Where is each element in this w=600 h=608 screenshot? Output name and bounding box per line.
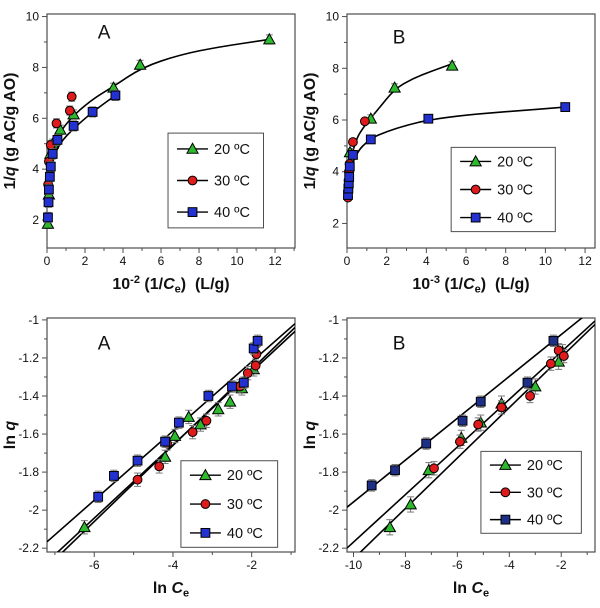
panel-bottom-right-lnq-B: -10 -8 -6 -4 -2 -1 -1.2 -1.4 -1.6 -1.8 -2 -2.2 20 ºC…	[300, 304, 600, 608]
svg-text:10: 10	[26, 10, 40, 24]
svg-text:20 ºC: 20 ºC	[527, 458, 563, 474]
svg-text:2: 2	[82, 254, 89, 268]
svg-text:-4: -4	[504, 558, 515, 572]
svg-text:30 ºC: 30 ºC	[227, 497, 263, 513]
chart-ln-q-vs-ln-ce-B: -10 -8 -6 -4 -2 -1 -1.2 -1.4 -1.6 -1.8 -2 -2.2 20 ºC…	[302, 313, 596, 600]
svg-text:A: A	[98, 23, 111, 44]
svg-text:10-3 (1/Ce) (L/g): 10-3 (1/Ce) (L/g)	[412, 274, 529, 296]
svg-text:0: 0	[44, 254, 51, 268]
svg-text:8: 8	[332, 61, 339, 75]
svg-text:-1: -1	[28, 313, 39, 327]
svg-text:4: 4	[120, 254, 127, 268]
svg-text:8: 8	[502, 254, 509, 268]
svg-text:40 ºC: 40 ºC	[227, 526, 263, 542]
svg-text:20 ºC: 20 ºC	[214, 142, 250, 158]
chart-ln-q-vs-ln-ce-A: -6 -4 -2 -1 -1.2 -1.4 -1.6 -1.8 -2 -2.2 20 ºC 30 ºC…	[2, 313, 296, 600]
svg-text:10: 10	[326, 10, 340, 24]
svg-text:-1.8: -1.8	[18, 465, 39, 479]
svg-text:8: 8	[32, 60, 39, 74]
svg-text:4: 4	[423, 254, 430, 268]
svg-text:4: 4	[332, 165, 339, 179]
svg-text:0: 0	[344, 254, 351, 268]
svg-text:B: B	[393, 27, 406, 48]
svg-text:4: 4	[32, 162, 39, 176]
svg-text:-1.6: -1.6	[318, 427, 339, 441]
svg-text:A: A	[98, 334, 111, 355]
svg-text:ln Ce: ln Ce	[153, 580, 189, 600]
panel-bottom-left-lnq-A: -6 -4 -2 -1 -1.2 -1.4 -1.6 -1.8 -2 -2.2 20 ºC 30 ºC…	[0, 304, 300, 608]
svg-text:-2: -2	[28, 503, 39, 517]
svg-text:ln Ce: ln Ce	[453, 580, 489, 600]
panel-top-left-reciprocal-A: 0 2 4 6 8 10 12 2 4 6 8 10 20 ºC 30 ºC 40 ºC A 10-2 (1/C…	[0, 0, 300, 304]
svg-text:1/q (g AC/g AO): 1/q (g AC/g AO)	[302, 72, 319, 189]
svg-text:10: 10	[539, 254, 553, 268]
svg-text:B: B	[393, 334, 406, 355]
svg-text:40 ºC: 40 ºC	[497, 211, 533, 227]
svg-text:2: 2	[32, 213, 39, 227]
chart-reciprocal-q-vs-inverse-ce-B: 0 2 4 6 8 10 12 2 4 6 8 10 20 ºC 30 ºC 40 ºC B 10-3 (1/C…	[302, 10, 596, 296]
svg-text:-6: -6	[89, 558, 100, 572]
svg-text:-8: -8	[400, 558, 411, 572]
chart-reciprocal-q-vs-inverse-ce-A: 0 2 4 6 8 10 12 2 4 6 8 10 20 ºC 30 ºC 40 ºC A 10-2 (1/C…	[2, 10, 296, 296]
svg-text:-1.4: -1.4	[318, 389, 339, 403]
svg-text:-1.2: -1.2	[318, 351, 339, 365]
svg-text:40 ºC: 40 ºC	[214, 205, 250, 221]
svg-text:30 ºC: 30 ºC	[214, 173, 250, 189]
svg-text:-2.2: -2.2	[18, 541, 39, 555]
svg-text:8: 8	[196, 254, 203, 268]
svg-text:6: 6	[32, 111, 39, 125]
svg-text:ln q: ln q	[302, 421, 319, 450]
svg-text:-6: -6	[452, 558, 463, 572]
svg-text:-1: -1	[328, 313, 339, 327]
svg-text:20 ºC: 20 ºC	[497, 154, 533, 170]
svg-text:40 ºC: 40 ºC	[527, 513, 563, 529]
svg-text:20 ºC: 20 ºC	[227, 468, 263, 484]
svg-text:-1.4: -1.4	[18, 389, 39, 403]
svg-text:-1.2: -1.2	[18, 351, 39, 365]
svg-text:6: 6	[332, 113, 339, 127]
svg-text:-1.8: -1.8	[318, 465, 339, 479]
svg-text:12: 12	[268, 254, 282, 268]
svg-text:-2: -2	[328, 503, 339, 517]
svg-text:30 ºC: 30 ºC	[497, 183, 533, 199]
svg-text:12: 12	[578, 254, 592, 268]
svg-text:2: 2	[383, 254, 390, 268]
svg-text:30 ºC: 30 ºC	[527, 485, 563, 501]
svg-text:10: 10	[230, 254, 244, 268]
svg-text:1/q (g AC/g AO): 1/q (g AC/g AO)	[2, 72, 19, 189]
svg-text:6: 6	[463, 254, 470, 268]
svg-text:-2.2: -2.2	[318, 541, 339, 555]
svg-text:-2: -2	[556, 558, 567, 572]
svg-text:6: 6	[158, 254, 165, 268]
svg-text:-2: -2	[246, 558, 257, 572]
svg-text:2: 2	[332, 216, 339, 230]
svg-text:ln q: ln q	[2, 421, 19, 450]
panel-top-right-reciprocal-B: 0 2 4 6 8 10 12 2 4 6 8 10 20 ºC 30 ºC 40 ºC B 10-3 (1/C…	[300, 0, 600, 304]
svg-text:-10: -10	[345, 558, 363, 572]
svg-text:-1.6: -1.6	[18, 427, 39, 441]
svg-text:-4: -4	[168, 558, 179, 572]
svg-text:10-2 (1/Ce) (L/g): 10-2 (1/Ce) (L/g)	[112, 274, 229, 296]
